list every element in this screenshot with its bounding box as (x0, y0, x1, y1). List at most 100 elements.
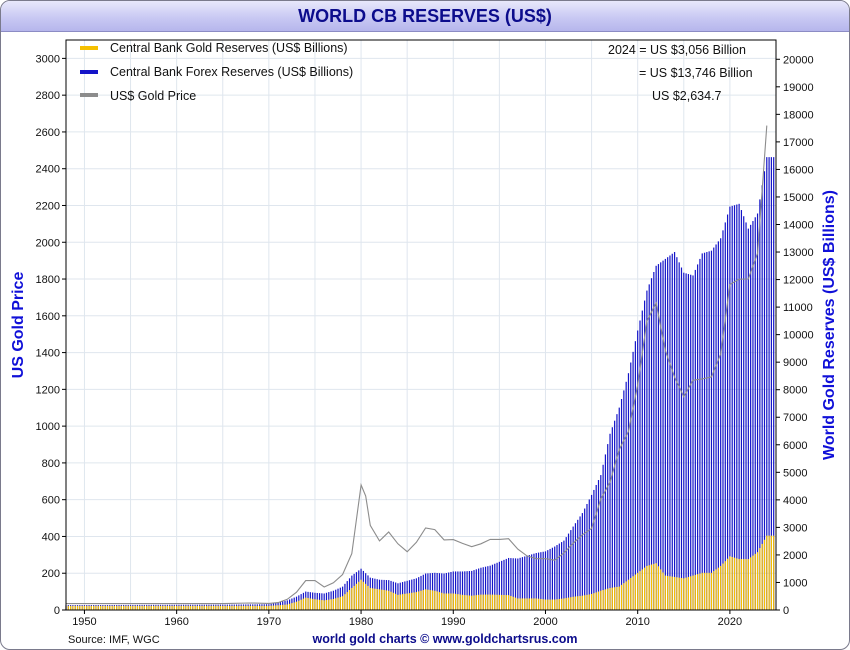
forex-bar (602, 464, 604, 610)
gold-bar (208, 605, 210, 610)
right-tick-label: 15000 (783, 192, 814, 204)
forex-bar (648, 284, 650, 610)
gold-bar (369, 587, 371, 610)
source-note: Source: IMF, WGC (68, 634, 160, 646)
gold-bar (641, 569, 643, 610)
x-tick-label: 1990 (441, 616, 465, 628)
gold-bar (302, 598, 305, 610)
gold-bar (203, 605, 205, 610)
gold-bar (148, 605, 150, 610)
gold-bar (491, 594, 494, 610)
gold-bar (102, 605, 104, 610)
annotation-price-value: US $2,634.7 (652, 89, 722, 103)
plot-background (66, 40, 776, 610)
left-tick-label: 2600 (36, 127, 60, 139)
gold-bar (272, 605, 275, 610)
left-tick-label: 1800 (36, 274, 60, 286)
gold-bar (307, 598, 309, 610)
forex-bar (676, 257, 678, 610)
forex-bar (544, 551, 547, 610)
right-tick-label: 8000 (783, 385, 807, 397)
forex-bar (514, 558, 517, 610)
gold-bar (371, 588, 374, 610)
gold-bar (650, 564, 653, 610)
gold-bar (362, 581, 364, 610)
gold-bar (392, 592, 394, 610)
gold-bar (187, 605, 189, 610)
gold-bar (106, 605, 109, 610)
forex-bar (609, 433, 611, 610)
gold-bar (411, 592, 413, 610)
forex-bar (710, 250, 713, 611)
gold-bar (415, 592, 417, 610)
gold-bar (275, 605, 277, 610)
gold-bar (348, 590, 351, 610)
forex-bar (685, 273, 687, 610)
gold-bar (286, 604, 288, 610)
gold-bar (305, 597, 307, 610)
forex-bar (678, 262, 680, 610)
gold-bar (623, 583, 625, 610)
gold-bar (586, 594, 588, 610)
forex-bar (491, 564, 494, 610)
gold-bar (328, 599, 330, 610)
right-tick-label: 9000 (783, 357, 807, 369)
gold-bar (595, 592, 597, 610)
gold-bar (164, 605, 166, 610)
gold-bar (604, 589, 607, 610)
gold-bar (464, 595, 466, 610)
gold-bar (588, 594, 590, 610)
gold-bar (752, 555, 754, 610)
gold-bar (199, 605, 201, 610)
gold-bar (422, 590, 424, 610)
gold-bar (669, 576, 671, 610)
gold-bar (358, 581, 360, 610)
gold-bar (720, 565, 722, 610)
gold-bar (452, 593, 454, 610)
gold-bar (498, 594, 500, 610)
gold-bar (450, 593, 452, 610)
gold-bar (547, 599, 549, 610)
forex-bar (611, 427, 613, 610)
legend-swatch-price (80, 93, 98, 97)
gold-bar (136, 605, 139, 610)
left-tick-label: 2200 (36, 200, 60, 212)
gold-bar (194, 605, 196, 610)
gold-bar (332, 598, 335, 610)
gold-bar (316, 599, 318, 610)
gold-bar (150, 605, 152, 610)
gold-bar (367, 585, 369, 610)
forex-bar (657, 264, 660, 610)
gold-bar (579, 595, 581, 610)
gold-bar (544, 599, 547, 610)
right-tick-label: 7000 (783, 412, 807, 424)
gold-bar (277, 605, 279, 610)
gold-bar (323, 600, 325, 610)
forex-bar (667, 257, 669, 610)
gold-bar (166, 605, 169, 610)
gold-bar (653, 563, 655, 610)
gold-bar (609, 587, 611, 610)
gold-bar (445, 593, 447, 610)
gold-bar (263, 605, 265, 610)
gold-bar (385, 590, 388, 610)
gold-bar (646, 565, 648, 610)
gold-bar (125, 605, 127, 610)
forex-bar (489, 565, 491, 610)
gold-bar (620, 584, 623, 610)
gold-bar (282, 604, 284, 610)
forex-bar (482, 567, 484, 610)
gold-bar (471, 595, 473, 610)
gold-bar (215, 605, 217, 610)
gold-bar (537, 598, 540, 610)
forex-bar (551, 547, 553, 610)
gold-bar (159, 605, 162, 610)
annotation-gold-value: 2024 = US $3,056 Billion (608, 43, 746, 57)
gold-bar (235, 605, 238, 610)
gold-bar (461, 594, 464, 610)
gold-bar (256, 605, 258, 610)
gold-bar (418, 591, 420, 610)
gold-bar (289, 603, 291, 610)
forex-bar (738, 203, 740, 610)
gold-bar (505, 595, 507, 610)
